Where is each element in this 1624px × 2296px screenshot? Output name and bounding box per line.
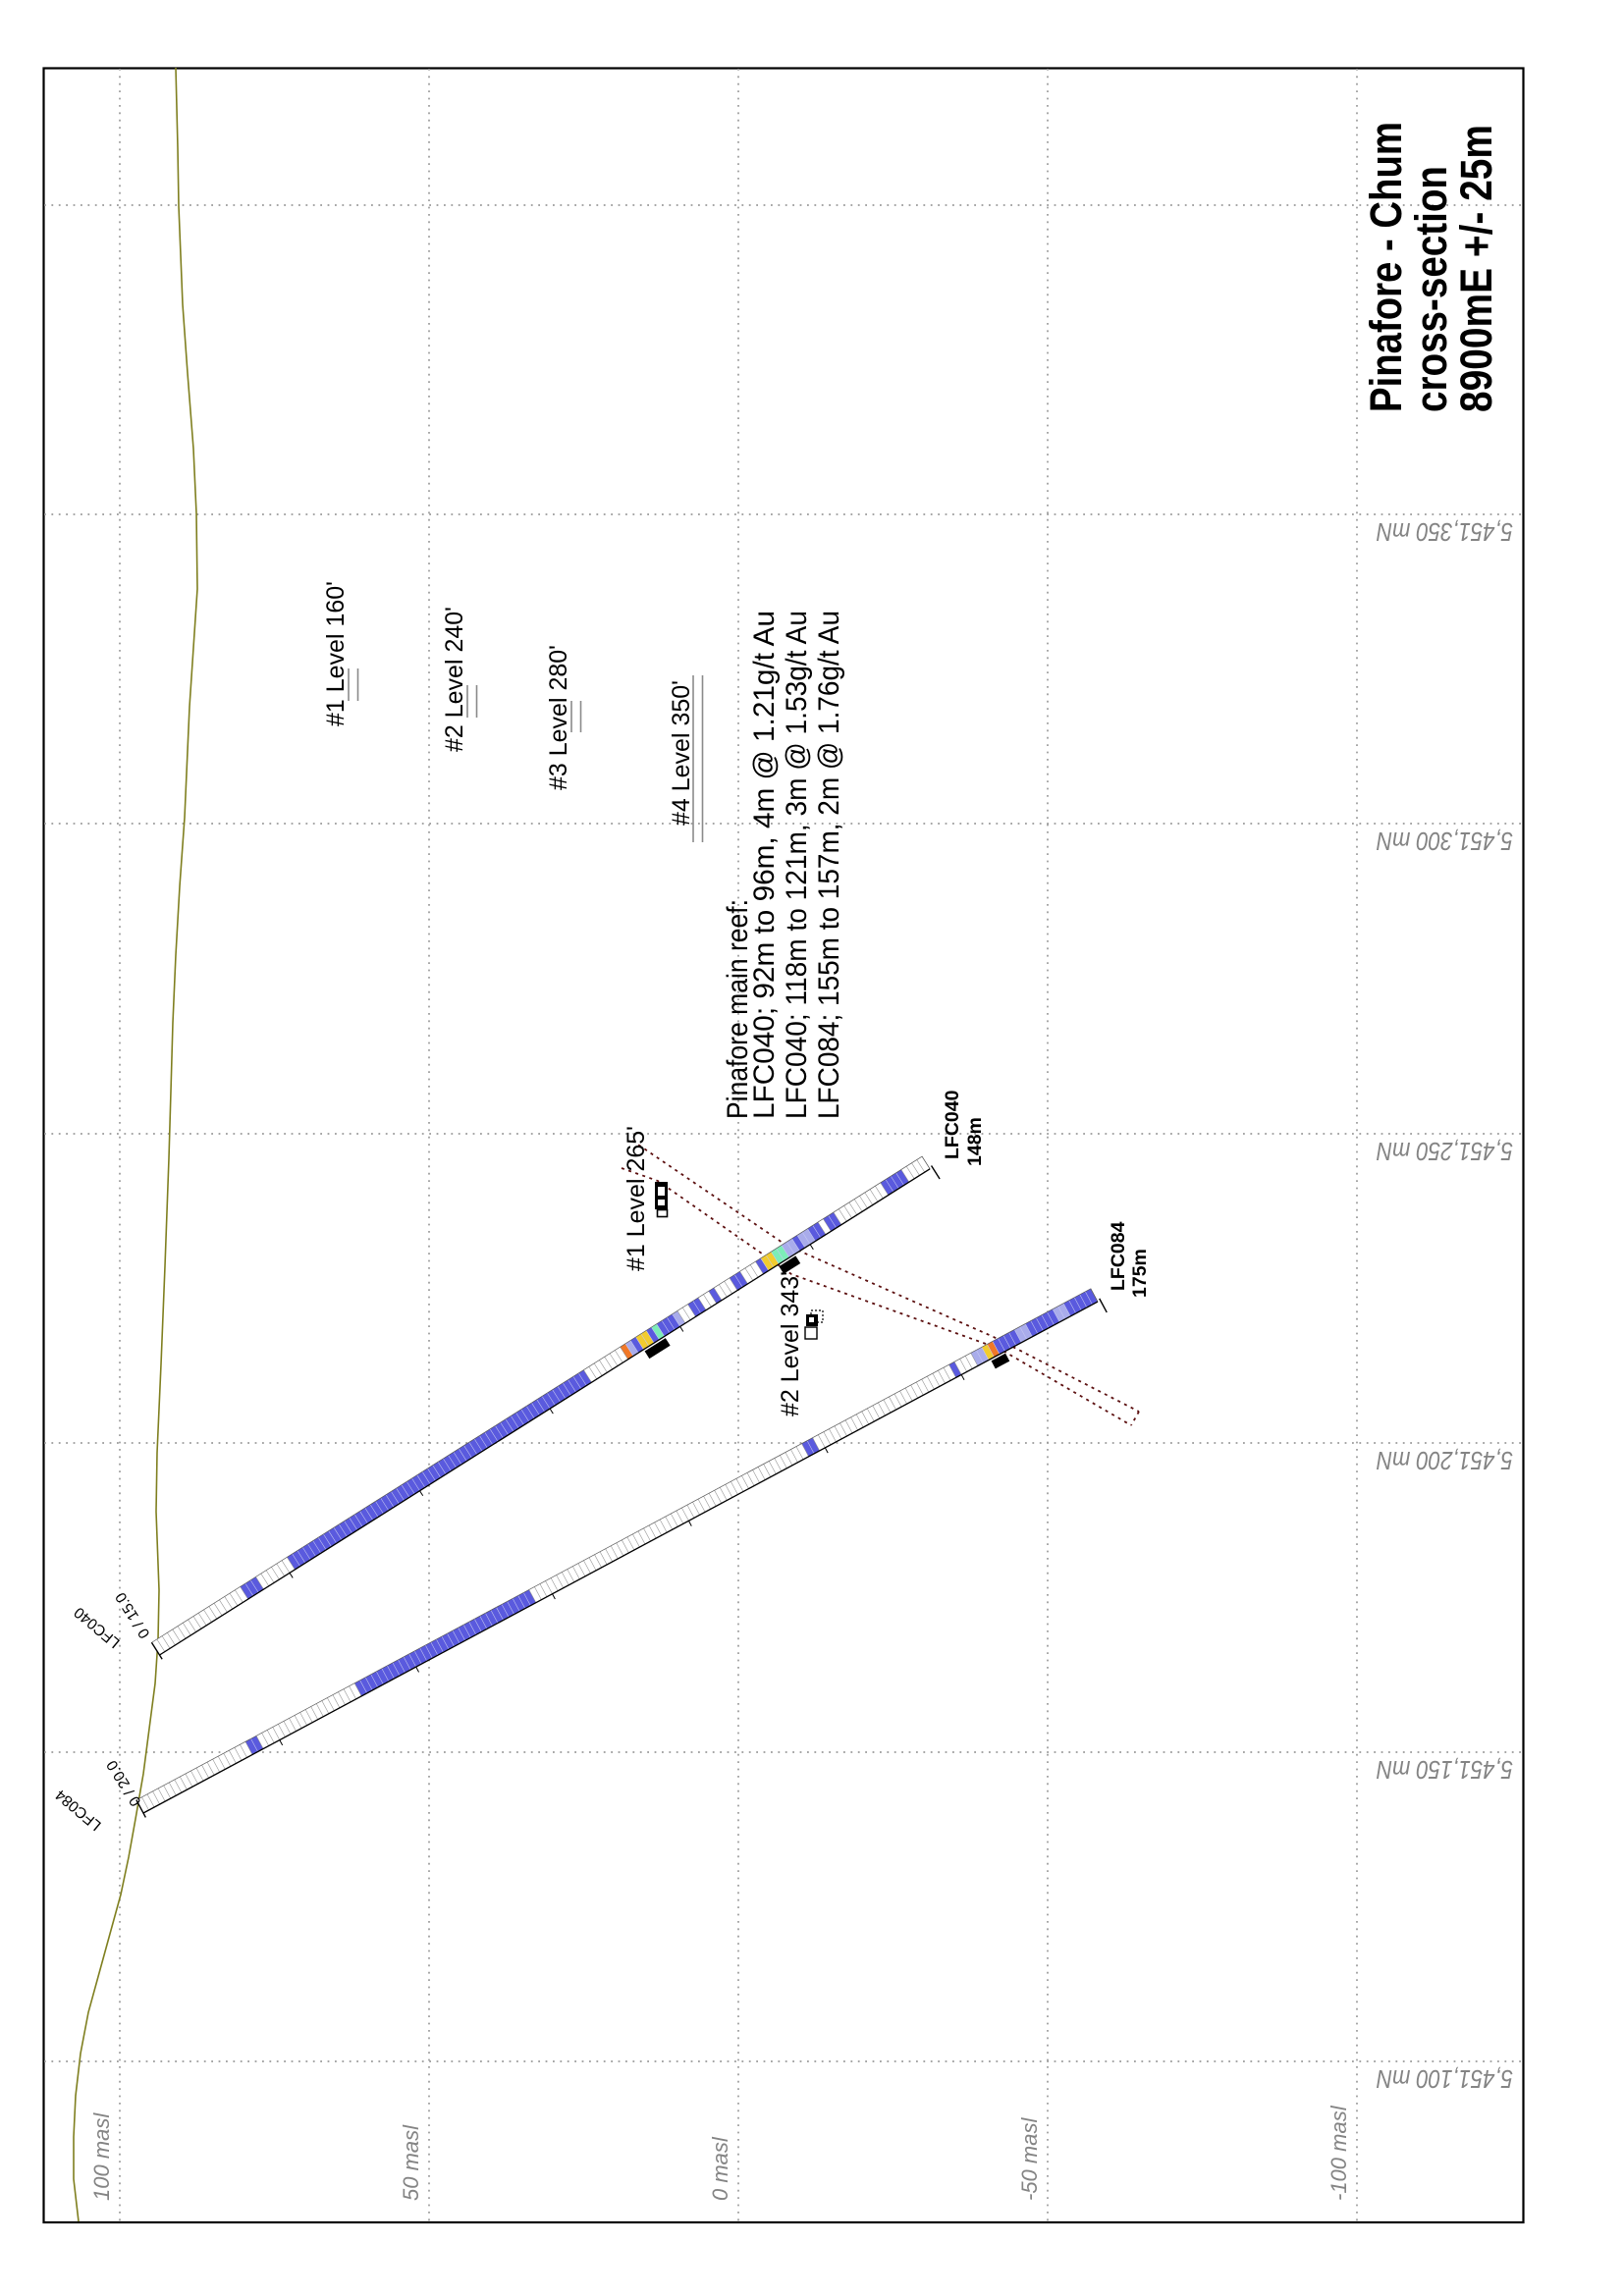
svg-text:LFC084; 155m to 157m, 2m @ 1.7: LFC084; 155m to 157m, 2m @ 1.76g/t Au bbox=[814, 611, 845, 1119]
svg-text:5,451,250 mN: 5,451,250 mN bbox=[1377, 1137, 1513, 1166]
svg-text:#2 Level 240': #2 Level 240' bbox=[441, 607, 468, 752]
svg-text:#1 Level 160': #1 Level 160' bbox=[322, 581, 350, 726]
svg-text:cross-section: cross-section bbox=[1406, 166, 1456, 412]
svg-text:8900mE +/- 25m: 8900mE +/- 25m bbox=[1451, 125, 1501, 412]
svg-text:148m: 148m bbox=[964, 1117, 986, 1166]
svg-text:5,451,150 mN: 5,451,150 mN bbox=[1377, 1755, 1513, 1785]
svg-text:-100 masl: -100 masl bbox=[1326, 2105, 1351, 2201]
svg-text:LFC040; 118m to 121m, 3m @ 1.5: LFC040; 118m to 121m, 3m @ 1.53g/t Au bbox=[782, 611, 813, 1119]
svg-text:100 masl: 100 masl bbox=[89, 2112, 114, 2201]
svg-text:5,451,200 mN: 5,451,200 mN bbox=[1377, 1446, 1513, 1475]
svg-text:5,451,300 mN: 5,451,300 mN bbox=[1377, 827, 1513, 856]
svg-text:5,451,350 mN: 5,451,350 mN bbox=[1377, 517, 1513, 547]
svg-text:#3 Level 280': #3 Level 280' bbox=[545, 645, 572, 790]
svg-text:LFC040; 92m to 96m, 4m @ 1.21g: LFC040; 92m to 96m, 4m @ 1.21g/t Au bbox=[749, 611, 781, 1119]
svg-text:50 masl: 50 masl bbox=[399, 2124, 423, 2201]
svg-text:LFC040: LFC040 bbox=[942, 1090, 963, 1159]
svg-text:#1 Level 265': #1 Level 265' bbox=[623, 1126, 650, 1271]
svg-text:175m: 175m bbox=[1129, 1249, 1151, 1298]
svg-text:#4 Level 350': #4 Level 350' bbox=[668, 680, 695, 826]
svg-text:Pinafore - Chum: Pinafore - Chum bbox=[1361, 122, 1411, 412]
svg-text:5,451,100 mN: 5,451,100 mN bbox=[1377, 2064, 1513, 2094]
svg-text:#2 Level 343': #2 Level 343' bbox=[777, 1271, 804, 1416]
svg-text:Pinafore main reef:: Pinafore main reef: bbox=[723, 899, 754, 1119]
svg-text:-50 masl: -50 masl bbox=[1017, 2117, 1042, 2201]
svg-text:LFC084: LFC084 bbox=[1108, 1221, 1129, 1291]
svg-text:0 masl: 0 masl bbox=[708, 2136, 732, 2201]
